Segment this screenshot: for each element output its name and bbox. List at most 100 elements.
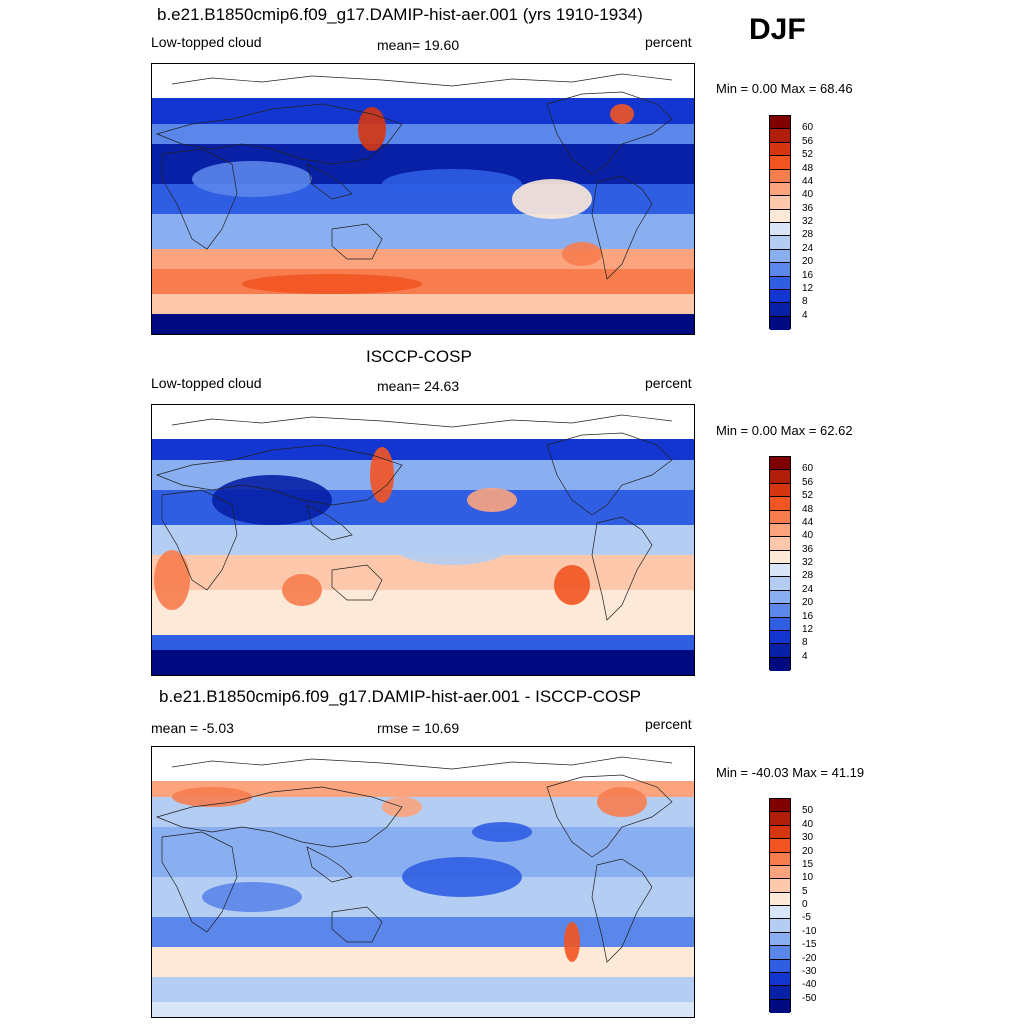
colorbar-swatch <box>770 946 790 960</box>
panel2-variable-label: Low-topped cloud <box>151 375 262 391</box>
colorbar-swatch <box>770 497 790 511</box>
panel1-mean-label: mean= 19.60 <box>377 37 460 53</box>
colorbar-swatch <box>770 209 790 223</box>
colorbar-tick-label: 24 <box>802 583 814 595</box>
panel1-colorbar <box>769 115 791 330</box>
panel1-units-label: percent <box>645 34 692 50</box>
colorbar-swatch <box>770 630 790 645</box>
colorbar-swatch <box>770 590 790 605</box>
colorbar-swatch <box>770 457 790 471</box>
colorbar-swatch <box>770 959 790 973</box>
colorbar-tick-label: 28 <box>802 570 814 582</box>
colorbar-tick-label: 40 <box>802 189 814 201</box>
colorbar-tick-label: 48 <box>802 162 814 174</box>
colorbar-tick-label: -40 <box>802 979 817 991</box>
colorbar-tick-label: 56 <box>802 476 814 488</box>
colorbar-tick-label: 48 <box>802 503 814 515</box>
colorbar-swatch <box>770 644 790 658</box>
colorbar-tick-label: -50 <box>802 992 817 1004</box>
colorbar-swatch <box>770 550 790 564</box>
panel1-variable-label: Low-topped cloud <box>151 34 262 50</box>
panel3-mean-label: mean = -5.03 <box>151 720 234 736</box>
colorbar-swatch <box>770 919 790 933</box>
colorbar-tick-label: 12 <box>802 282 814 294</box>
season-label: DJF <box>749 13 806 46</box>
map-field <box>152 405 694 675</box>
colorbar-swatch <box>770 892 790 906</box>
colorbar-tick-label: 8 <box>802 296 808 308</box>
coastlines <box>155 774 673 963</box>
colorbar-swatch <box>770 182 790 197</box>
colorbar-swatch <box>770 617 790 631</box>
colorbar-swatch <box>770 906 790 920</box>
colorbar-swatch <box>770 236 790 250</box>
colorbar-tick-label: 16 <box>802 610 814 622</box>
panel2-map-svg <box>152 405 694 675</box>
colorbar-swatch <box>770 303 790 317</box>
colorbar-swatch <box>770 276 790 290</box>
colorbar-swatch <box>770 799 790 813</box>
colorbar-tick-label: 20 <box>802 845 814 857</box>
colorbar-swatch <box>770 577 790 591</box>
panel3-minmax: Min = -40.03 Max = 41.19 <box>716 765 865 780</box>
colorbar-swatch <box>770 483 790 498</box>
colorbar-tick-label: 52 <box>802 149 814 161</box>
colorbar-swatch <box>770 852 790 866</box>
panel3-rmse-label: rmse = 10.69 <box>377 720 460 736</box>
colorbar-swatch <box>770 604 790 618</box>
colorbar-tick-label: 52 <box>802 490 814 502</box>
colorbar-swatch <box>770 879 790 893</box>
map-field <box>152 64 694 334</box>
colorbar-swatch <box>770 865 790 880</box>
colorbar-tick-label: -15 <box>802 939 817 951</box>
colorbar-swatch <box>770 156 790 170</box>
colorbar-tick-label: 32 <box>802 557 814 568</box>
colorbar-swatch <box>770 812 790 826</box>
colorbar-swatch <box>770 657 790 671</box>
panel2-colorbar <box>769 456 791 671</box>
panel2-minmax: Min = 0.00 Max = 62.62 <box>716 423 853 438</box>
map-field <box>152 747 694 1017</box>
panel1-title: b.e21.B1850cmip6.f09_g17.DAMIP-hist-aer.… <box>157 5 643 24</box>
colorbar-tick-label: 30 <box>802 832 814 844</box>
colorbar-tick-label: 16 <box>802 269 814 281</box>
colorbar-swatch <box>770 986 790 1000</box>
panel2-mean-label: mean= 24.63 <box>377 378 460 394</box>
coastlines <box>155 91 673 280</box>
colorbar-swatch <box>770 223 790 237</box>
colorbar-tick-label: 60 <box>802 122 814 134</box>
colorbar-tick-label: 20 <box>802 256 814 268</box>
panel3-colorbar <box>769 798 791 1013</box>
colorbar-tick-label: 60 <box>802 463 814 475</box>
colorbar-swatch <box>770 169 790 183</box>
colorbar-swatch <box>770 470 790 484</box>
panel1-map-svg <box>152 64 694 334</box>
colorbar-tick-label: 10 <box>802 872 814 884</box>
colorbar-swatch <box>770 839 790 853</box>
colorbar-tick-label: 50 <box>802 805 814 817</box>
missing-data-region <box>152 747 694 781</box>
colorbar-swatch <box>770 537 790 551</box>
coastlines <box>155 432 673 621</box>
colorbar-tick-label: 20 <box>802 597 814 609</box>
panel1-map <box>151 63 695 335</box>
colorbar-tick-label: 4 <box>802 650 808 662</box>
colorbar-swatch <box>770 142 790 157</box>
colorbar-swatch <box>770 263 790 277</box>
colorbar-swatch <box>770 289 790 304</box>
colorbar-swatch <box>770 564 790 578</box>
colorbar-tick-label: -20 <box>802 952 817 964</box>
colorbar-swatch <box>770 999 790 1013</box>
missing-data-region <box>152 64 694 98</box>
colorbar-tick-label: 12 <box>802 623 814 635</box>
colorbar-tick-label: 44 <box>802 175 814 187</box>
colorbar-swatch <box>770 825 790 840</box>
colorbar-tick-label: 36 <box>802 543 814 555</box>
colorbar-tick-label: 5 <box>802 885 808 897</box>
colorbar-tick-label: 0 <box>802 899 808 910</box>
colorbar-tick-label: 8 <box>802 637 808 649</box>
colorbar-swatch <box>770 316 790 330</box>
colorbar-tick-label: 40 <box>802 530 814 542</box>
colorbar-tick-label: -5 <box>802 912 811 924</box>
colorbar-tick-label: -30 <box>802 965 817 977</box>
